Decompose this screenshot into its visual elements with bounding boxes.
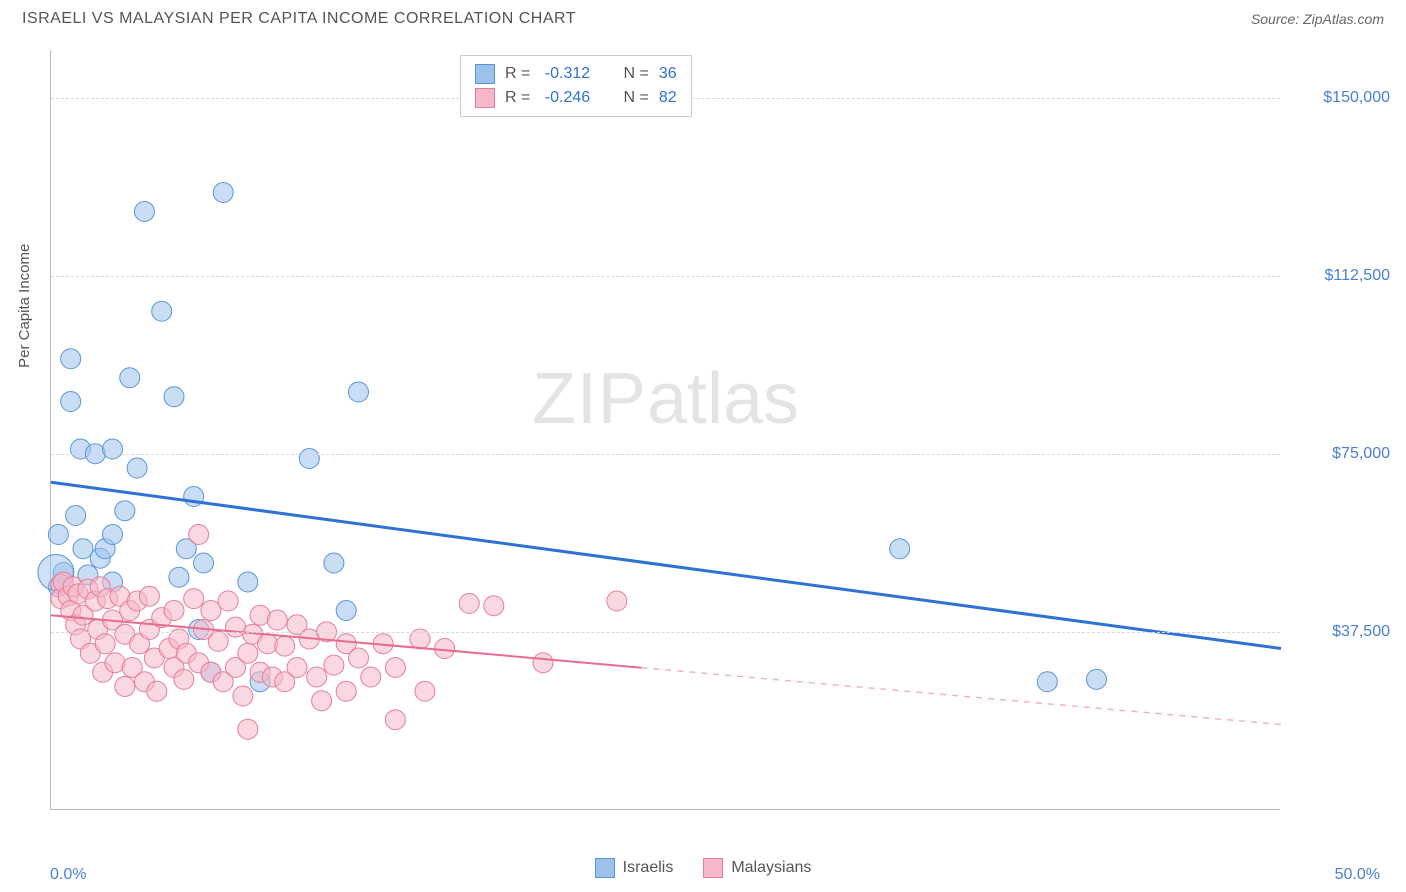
scatter-point-malaysians: [385, 710, 405, 730]
y-tick-label: $150,000: [1290, 89, 1390, 107]
gridline: [51, 276, 1280, 277]
scatter-point-malaysians: [174, 669, 194, 689]
scatter-point-malaysians: [238, 719, 258, 739]
scatter-point-israelis: [194, 553, 214, 573]
legend-stats-box: R = -0.312 N = 36R = -0.246 N = 82: [460, 55, 692, 117]
scatter-point-israelis: [127, 458, 147, 478]
scatter-point-israelis: [349, 382, 369, 402]
scatter-point-malaysians: [189, 525, 209, 545]
scatter-point-israelis: [103, 439, 123, 459]
scatter-point-israelis: [164, 387, 184, 407]
scatter-point-israelis: [1037, 672, 1057, 692]
chart-title: ISRAELI VS MALAYSIAN PER CAPITA INCOME C…: [22, 10, 576, 28]
legend-stats-row-israelis: R = -0.312 N = 36: [475, 62, 677, 86]
scatter-point-malaysians: [267, 610, 287, 630]
scatter-point-malaysians: [164, 601, 184, 621]
scatter-point-israelis: [66, 506, 86, 526]
scatter-svg: [51, 50, 1280, 809]
source-name: ZipAtlas.com: [1303, 11, 1384, 27]
scatter-point-israelis: [1087, 669, 1107, 689]
scatter-point-israelis: [890, 539, 910, 559]
legend-swatch-israelis: [595, 858, 615, 878]
scatter-point-malaysians: [361, 667, 381, 687]
scatter-point-israelis: [152, 301, 172, 321]
stat-label-n: N =: [624, 89, 649, 107]
legend-stats-row-malaysians: R = -0.246 N = 82: [475, 86, 677, 110]
stat-value-r-malaysians: -0.246: [540, 89, 590, 107]
scatter-point-malaysians: [307, 667, 327, 687]
scatter-point-israelis: [61, 392, 81, 412]
source-attribution: Source: ZipAtlas.com: [1251, 11, 1384, 27]
scatter-point-malaysians: [238, 643, 258, 663]
header: ISRAELI VS MALAYSIAN PER CAPITA INCOME C…: [0, 0, 1406, 38]
scatter-point-israelis: [169, 567, 189, 587]
scatter-point-israelis: [103, 525, 123, 545]
scatter-point-malaysians: [385, 658, 405, 678]
stat-value-n-malaysians: 82: [659, 89, 677, 107]
legend-bottom: Israelis Malaysians: [0, 858, 1406, 878]
scatter-point-malaysians: [435, 639, 455, 659]
scatter-point-malaysians: [208, 631, 228, 651]
scatter-point-malaysians: [218, 591, 238, 611]
legend-swatch-malaysians: [475, 88, 495, 108]
legend-item-israelis: Israelis: [595, 858, 674, 878]
legend-label-malaysians: Malaysians: [731, 859, 811, 877]
legend-label-israelis: Israelis: [623, 859, 674, 877]
scatter-point-malaysians: [139, 586, 159, 606]
scatter-point-malaysians: [95, 634, 115, 654]
stat-label-r: R =: [505, 65, 530, 83]
scatter-point-malaysians: [324, 655, 344, 675]
stat-value-n-israelis: 36: [659, 65, 677, 83]
scatter-point-malaysians: [533, 653, 553, 673]
scatter-point-israelis: [324, 553, 344, 573]
legend-swatch-israelis: [475, 64, 495, 84]
scatter-point-malaysians: [415, 681, 435, 701]
y-axis-title: Per Capita Income: [16, 244, 33, 368]
scatter-point-israelis: [115, 501, 135, 521]
scatter-point-israelis: [61, 349, 81, 369]
gridline: [51, 632, 1280, 633]
stat-value-r-israelis: -0.312: [540, 65, 590, 83]
scatter-point-malaysians: [147, 681, 167, 701]
scatter-point-malaysians: [349, 648, 369, 668]
scatter-point-israelis: [336, 601, 356, 621]
scatter-point-malaysians: [115, 677, 135, 697]
scatter-point-israelis: [120, 368, 140, 388]
trend-line-malaysians-extrapolated: [641, 668, 1281, 725]
y-tick-label: $37,500: [1290, 623, 1390, 641]
legend-item-malaysians: Malaysians: [703, 858, 811, 878]
scatter-point-israelis: [238, 572, 258, 592]
scatter-point-israelis: [213, 183, 233, 203]
scatter-point-malaysians: [607, 591, 627, 611]
scatter-point-malaysians: [287, 658, 307, 678]
scatter-point-malaysians: [184, 589, 204, 609]
scatter-point-malaysians: [201, 601, 221, 621]
stat-label-r: R =: [505, 89, 530, 107]
scatter-point-israelis: [299, 449, 319, 469]
plot-area: ZIPatlas $37,500$75,000$112,500$150,000: [50, 50, 1280, 810]
scatter-point-malaysians: [484, 596, 504, 616]
y-tick-label: $75,000: [1290, 445, 1390, 463]
stat-label-n: N =: [624, 65, 649, 83]
source-prefix: Source:: [1251, 11, 1303, 27]
scatter-point-malaysians: [312, 691, 332, 711]
scatter-point-malaysians: [233, 686, 253, 706]
scatter-point-malaysians: [459, 593, 479, 613]
scatter-point-malaysians: [275, 636, 295, 656]
legend-swatch-malaysians: [703, 858, 723, 878]
y-tick-label: $112,500: [1290, 267, 1390, 285]
scatter-point-israelis: [48, 525, 68, 545]
gridline: [51, 454, 1280, 455]
scatter-point-israelis: [134, 202, 154, 222]
scatter-point-israelis: [73, 539, 93, 559]
scatter-point-malaysians: [336, 681, 356, 701]
